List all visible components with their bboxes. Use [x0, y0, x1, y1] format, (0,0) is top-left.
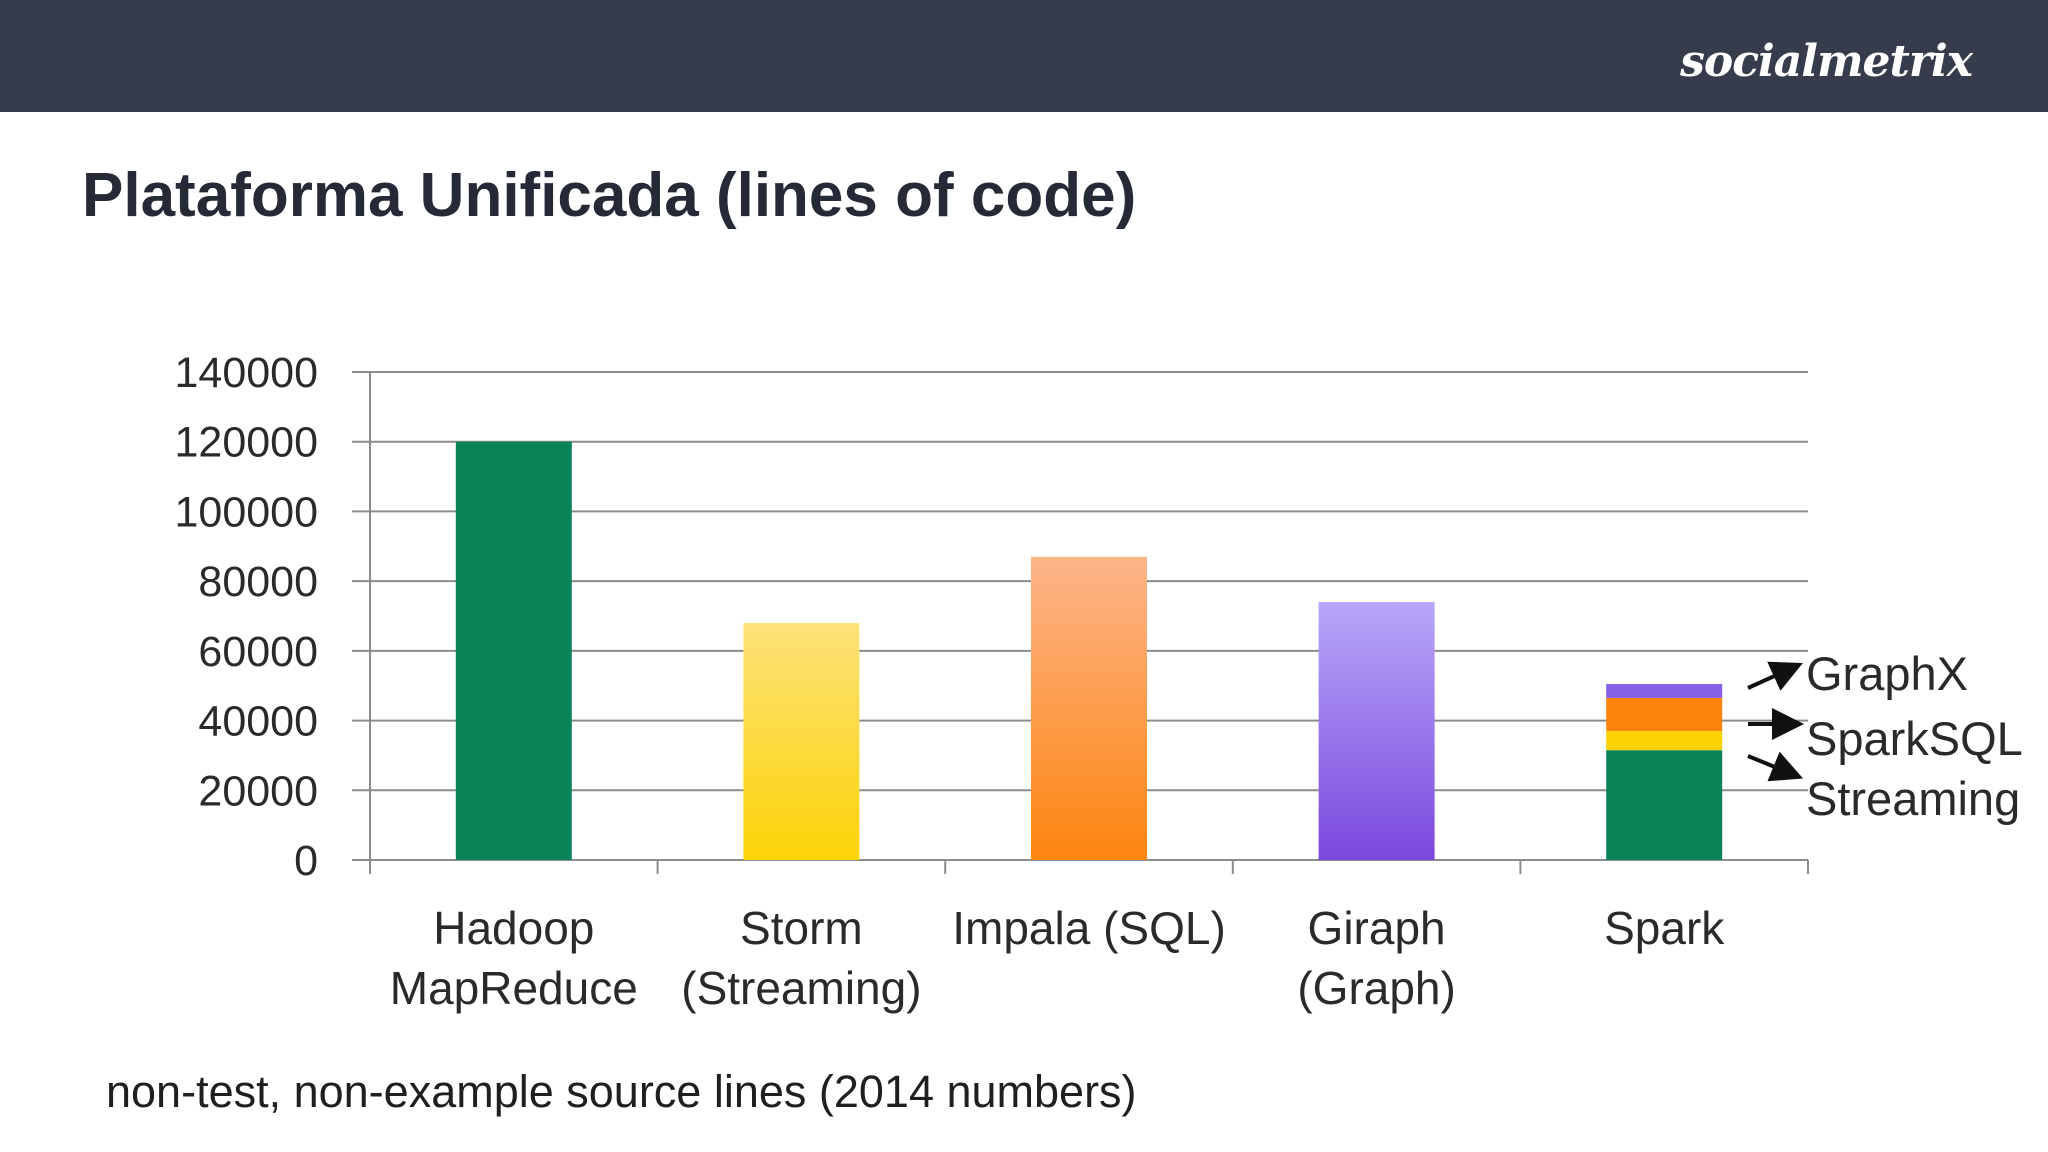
category-label: Impala (SQL) [952, 902, 1226, 954]
category-label: Giraph [1308, 902, 1446, 954]
y-tick-label: 120000 [175, 419, 319, 467]
y-tick-label: 0 [294, 837, 318, 885]
bar-segment-sparksql [1606, 697, 1723, 732]
brand-logo: socialmetrix [1680, 36, 1973, 87]
annotation-arrow [1747, 661, 1803, 691]
category-label: Hadoop [433, 902, 594, 954]
y-tick-label: 140000 [175, 349, 319, 397]
y-tick-label: 80000 [198, 558, 318, 606]
bar-segment-streaming [1606, 731, 1723, 751]
bar [1031, 556, 1147, 860]
header-bar: socialmetrix [0, 0, 2048, 112]
category-label: Spark [1604, 902, 1725, 954]
bar-segment-spark [1606, 750, 1723, 860]
category-label: (Graph) [1297, 962, 1455, 1014]
bar [455, 441, 572, 860]
annotation-arrow [1747, 751, 1804, 782]
y-tick-label: 100000 [175, 488, 319, 536]
bar [743, 622, 860, 860]
category-label: (Streaming) [681, 962, 921, 1014]
annotation-label: Streaming [1806, 772, 2020, 825]
y-tick-label: 40000 [198, 698, 318, 746]
category-label: Storm [740, 902, 863, 954]
slide-title: Plataforma Unificada (lines of code) [82, 161, 1137, 230]
bar-segment-graphx [1606, 683, 1723, 698]
y-tick-label: 20000 [198, 767, 318, 815]
category-label: MapReduce [390, 962, 638, 1014]
annotation-label: SparkSQL [1806, 712, 2023, 765]
bar [1318, 602, 1435, 860]
annotation-label: GraphX [1806, 647, 1968, 700]
y-tick-label: 60000 [198, 628, 318, 676]
footnote: non-test, non-example source lines (2014… [106, 1066, 1137, 1117]
